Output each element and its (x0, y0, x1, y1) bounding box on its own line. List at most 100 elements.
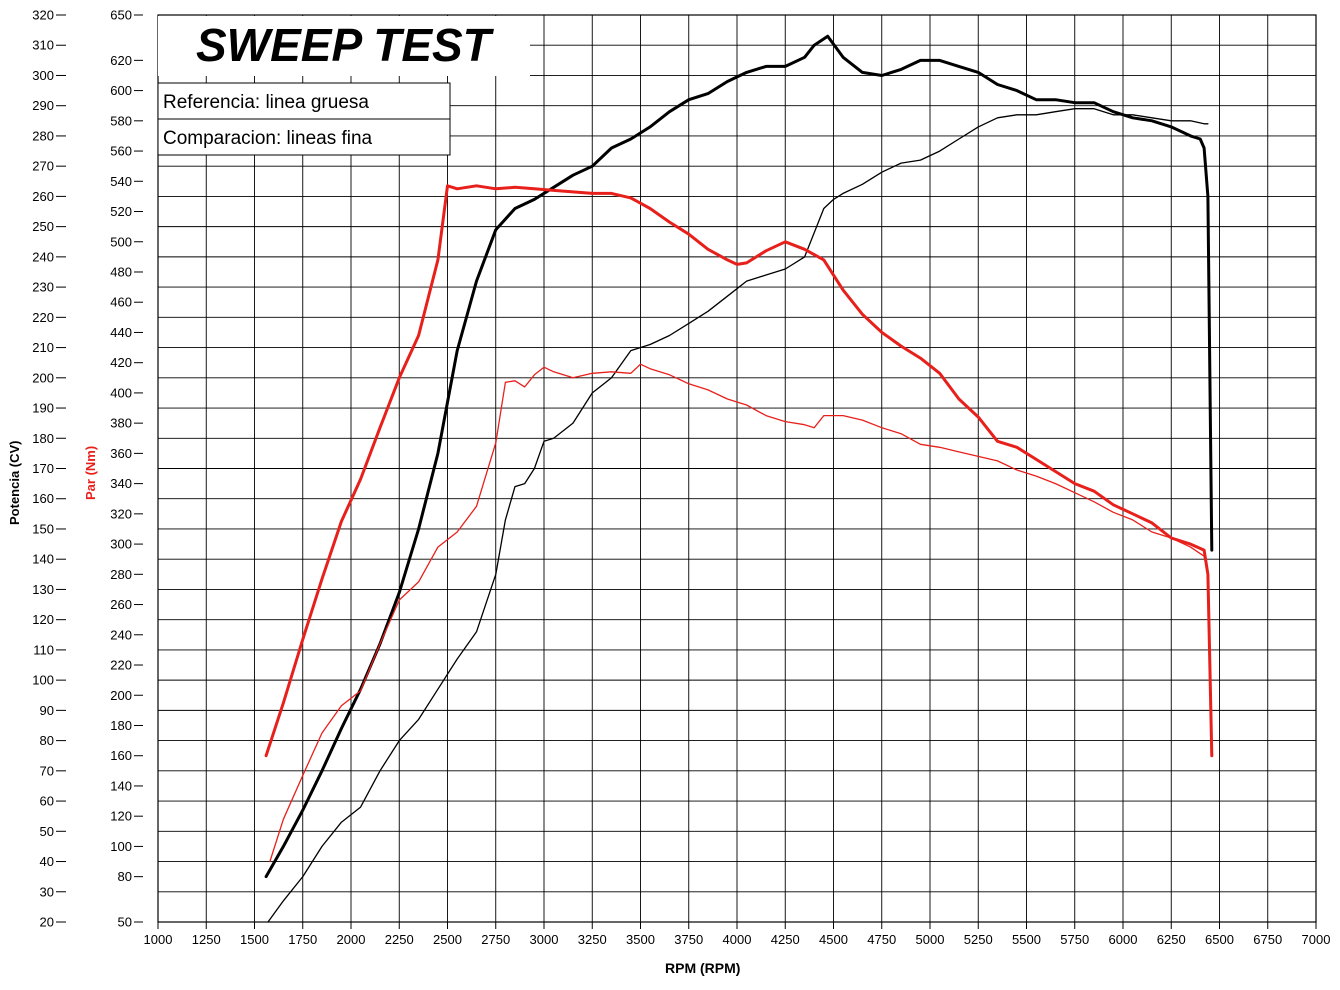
torque-tick-label: 440 (110, 325, 132, 340)
power-tick-label: 100 (32, 673, 54, 688)
power-tick-label: 230 (32, 280, 54, 295)
power-tick-label: 280 (32, 128, 54, 143)
x-tick-label: 1750 (288, 932, 317, 947)
x-tick-label: 6250 (1157, 932, 1186, 947)
torque-thick-line (264, 184, 1214, 758)
power-tick-label: 40 (40, 854, 54, 869)
torque-tick-label: 540 (110, 174, 132, 189)
power-tick-label: 180 (32, 431, 54, 446)
power-tick-label: 220 (32, 310, 54, 325)
power-tick-label: 300 (32, 68, 54, 83)
torque-tick-label: 460 (110, 295, 132, 310)
torque-thin-line (269, 363, 1213, 863)
torque-tick-label: 100 (110, 839, 132, 854)
torque-axis-title: Par (Nm) (83, 446, 98, 500)
x-tick-label: 7000 (1302, 932, 1331, 947)
x-tick-label: 3750 (674, 932, 703, 947)
torque-tick-label: 600 (110, 83, 132, 98)
power-tick-label: 60 (40, 794, 54, 809)
torque-tick-label: 620 (110, 53, 132, 68)
x-tick-label: 6000 (1109, 932, 1138, 947)
power-tick-label: 240 (32, 249, 54, 264)
torque-tick-label: 180 (110, 718, 132, 733)
power-tick-label: 320 (32, 8, 54, 23)
x-tick-label: 5250 (964, 932, 993, 947)
torque-tick-label: 200 (110, 688, 132, 703)
x-tick-label: 2750 (481, 932, 510, 947)
torque-tick-label: 240 (110, 627, 132, 642)
torque-tick-label: 520 (110, 204, 132, 219)
power-tick-label: 200 (32, 370, 54, 385)
power-tick-label: 110 (33, 642, 54, 657)
title-background (158, 16, 530, 76)
power-tick-label: 120 (32, 612, 54, 627)
power-tick-label: 20 (40, 915, 54, 930)
x-tick-label: 3000 (530, 932, 559, 947)
power-tick-label: 150 (32, 521, 54, 536)
power-tick-label: 80 (40, 733, 54, 748)
x-tick-label: 4500 (819, 932, 848, 947)
x-tick-label: 4000 (723, 932, 752, 947)
torque-tick-label: 580 (110, 113, 132, 128)
power-tick-label: 170 (32, 461, 54, 476)
power-tick-label: 50 (40, 824, 54, 839)
power-thin-line (267, 108, 1209, 923)
torque-tick-label: 280 (110, 567, 132, 582)
x-tick-label: 6750 (1253, 932, 1282, 947)
x-tick-label: 4250 (771, 932, 800, 947)
power-tick-label: 210 (32, 340, 54, 355)
power-tick-label: 250 (32, 219, 54, 234)
torque-tick-label: 500 (110, 234, 132, 249)
power-tick-label: 290 (32, 98, 54, 113)
legend-entry-comparison: Comparacion: lineas fina (163, 128, 373, 149)
power-tick-label: 160 (32, 491, 54, 506)
torque-tick-label: 380 (110, 416, 132, 431)
x-tick-label: 2000 (337, 932, 366, 947)
torque-tick-label: 160 (110, 748, 132, 763)
torque-tick-label: 420 (110, 355, 132, 370)
torque-tick-label: 300 (110, 537, 132, 552)
x-tick-label: 1500 (240, 932, 269, 947)
torque-tick-label: 260 (110, 597, 132, 612)
power-tick-label: 310 (32, 38, 54, 53)
legend: Referencia: linea gruesa Comparacion: li… (157, 82, 451, 156)
x-tick-label: 5750 (1060, 932, 1089, 947)
x-tick-label: 3250 (578, 932, 607, 947)
power-tick-label: 90 (40, 703, 54, 718)
x-tick-label: 1000 (144, 932, 173, 947)
x-tick-label: 5500 (1012, 932, 1041, 947)
x-tick-label: 5000 (916, 932, 945, 947)
x-tick-label: 6500 (1205, 932, 1234, 947)
x-tick-label: 1250 (192, 932, 221, 947)
torque-tick-label: 340 (110, 476, 132, 491)
chart-title: SWEEP TEST (196, 19, 495, 71)
power-tick-label: 140 (32, 552, 54, 567)
legend-entry-reference: Referencia: linea gruesa (163, 92, 369, 113)
torque-tick-label: 50 (118, 915, 132, 930)
torque-tick-label: 400 (110, 385, 132, 400)
x-tick-label: 3500 (626, 932, 655, 947)
power-thick-line (264, 34, 1214, 879)
power-tick-label: 70 (40, 763, 54, 778)
torque-tick-label: 320 (110, 506, 132, 521)
power-tick-label: 270 (32, 159, 54, 174)
torque-tick-label: 80 (118, 869, 132, 884)
power-axis-title: Potencia (CV) (7, 440, 22, 525)
power-tick-label: 260 (32, 189, 54, 204)
torque-tick-label: 650 (110, 8, 132, 23)
torque-tick-label: 120 (110, 809, 132, 824)
power-tick-label: 190 (32, 401, 54, 416)
x-axis-title: RPM (RPM) (665, 960, 740, 976)
x-tick-label: 2250 (385, 932, 414, 947)
torque-tick-label: 140 (110, 778, 132, 793)
power-tick-label: 30 (40, 884, 54, 899)
torque-tick-label: 360 (110, 446, 132, 461)
torque-tick-label: 220 (110, 658, 132, 673)
x-tick-label: 4750 (867, 932, 896, 947)
torque-tick-label: 480 (110, 264, 132, 279)
x-tick-label: 2500 (433, 932, 462, 947)
power-tick-label: 130 (32, 582, 54, 597)
torque-tick-label: 560 (110, 144, 132, 159)
